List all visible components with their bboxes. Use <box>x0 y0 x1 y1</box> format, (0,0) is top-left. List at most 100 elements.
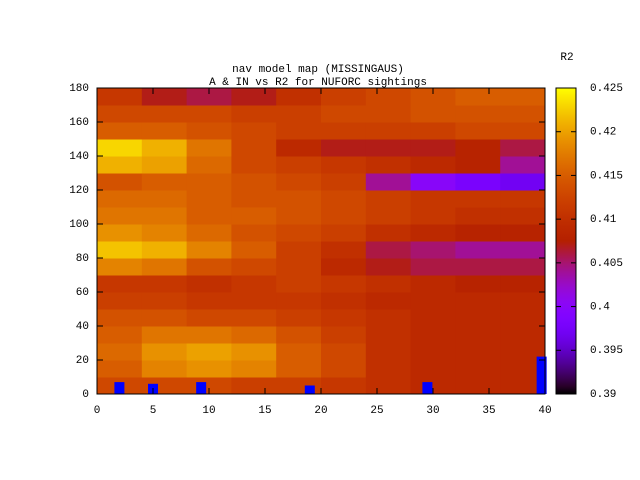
heat-cell <box>141 309 188 327</box>
heat-cell <box>410 343 456 361</box>
heat-cell <box>321 139 367 157</box>
heat-cell <box>500 156 546 174</box>
heat-cell <box>321 88 367 106</box>
chart-subtitle: A & IN vs R2 for NUFORC sightings <box>209 77 427 89</box>
heat-cell <box>321 241 367 259</box>
heat-cell <box>500 292 546 310</box>
heat-cell <box>276 139 322 157</box>
heat-cell <box>186 88 232 106</box>
x-tick-label: 35 <box>482 405 495 417</box>
heat-cell <box>276 360 322 378</box>
heat-cell <box>231 275 277 293</box>
heat-cell <box>321 343 367 361</box>
heat-cell <box>455 88 501 106</box>
heat-cell <box>410 156 456 174</box>
heat-cell <box>365 360 412 378</box>
heat-cell <box>455 224 501 242</box>
heat-cell <box>186 139 232 157</box>
heat-cell <box>141 326 188 344</box>
heat-cell <box>500 105 546 123</box>
heat-cell <box>365 343 412 361</box>
heat-cell <box>321 258 367 276</box>
heat-cell <box>500 139 546 157</box>
heat-cell <box>231 224 277 242</box>
heat-cell <box>141 139 188 157</box>
heat-cell <box>455 122 501 140</box>
heat-cell <box>276 122 322 140</box>
heat-cell <box>186 343 232 361</box>
heat-cell <box>141 224 188 242</box>
colorbar-tick-label: 0.39 <box>590 389 616 401</box>
heat-cell <box>276 224 322 242</box>
heat-cell <box>186 207 232 225</box>
heat-cell <box>455 190 501 208</box>
heat-cell <box>231 139 277 157</box>
heat-cell <box>500 275 546 293</box>
heat-cell <box>321 309 367 327</box>
bar <box>536 356 547 394</box>
heat-cell <box>186 190 232 208</box>
heat-cell <box>97 309 143 327</box>
heat-cell <box>141 258 188 276</box>
heat-cell <box>97 326 143 344</box>
heat-cell <box>455 326 501 344</box>
colorbar-tick-label: 0.425 <box>590 83 623 95</box>
heat-cell <box>500 207 546 225</box>
x-tick-label: 40 <box>538 405 551 417</box>
heat-cell <box>186 309 232 327</box>
heat-cell <box>455 156 501 174</box>
heat-cell <box>500 173 546 191</box>
heat-cell <box>97 173 143 191</box>
heat-cell <box>410 207 456 225</box>
heat-cell <box>97 139 143 157</box>
heat-cell <box>141 88 188 106</box>
colorbar-tick-label: 0.4 <box>590 301 610 313</box>
heat-cell <box>276 241 322 259</box>
heat-cell <box>365 309 412 327</box>
heat-cell <box>410 258 456 276</box>
heat-cell <box>410 105 456 123</box>
heat-cell <box>276 326 322 344</box>
colorbar-tick-label: 0.395 <box>590 345 623 357</box>
heat-cell <box>500 241 546 259</box>
y-tick-label: 140 <box>69 151 89 163</box>
heat-cell <box>141 275 188 293</box>
heat-cell <box>186 326 232 344</box>
heat-cell <box>365 122 412 140</box>
heat-cell <box>141 241 188 259</box>
heat-cell <box>500 122 546 140</box>
heat-cell <box>276 173 322 191</box>
heat-cell <box>97 343 143 361</box>
heat-cell <box>97 207 143 225</box>
heat-cell <box>186 241 232 259</box>
heat-cell <box>231 360 277 378</box>
heat-cell <box>365 105 412 123</box>
y-tick-label: 40 <box>76 321 89 333</box>
colorbar-tick-label: 0.415 <box>590 170 623 182</box>
heat-cell <box>410 241 456 259</box>
heat-cell <box>231 105 277 123</box>
heat-cell <box>365 377 412 395</box>
heat-cell <box>231 309 277 327</box>
y-tick-label: 80 <box>76 253 89 265</box>
heat-cell <box>321 122 367 140</box>
heat-cell <box>231 122 277 140</box>
heat-cell <box>455 377 501 395</box>
heat-cell <box>97 190 143 208</box>
heat-cell <box>321 292 367 310</box>
heat-cell <box>455 173 501 191</box>
heat-cell <box>186 224 232 242</box>
heat-cell <box>276 309 322 327</box>
bar <box>422 382 433 394</box>
heat-cell <box>231 326 277 344</box>
bar <box>196 382 207 394</box>
bar <box>304 385 315 394</box>
heat-cell <box>97 156 143 174</box>
heat-cell <box>500 326 546 344</box>
heat-cell <box>97 360 143 378</box>
heat-cell <box>365 139 412 157</box>
heat-cell <box>186 258 232 276</box>
x-tick-label: 15 <box>258 405 271 417</box>
heat-cell <box>455 241 501 259</box>
